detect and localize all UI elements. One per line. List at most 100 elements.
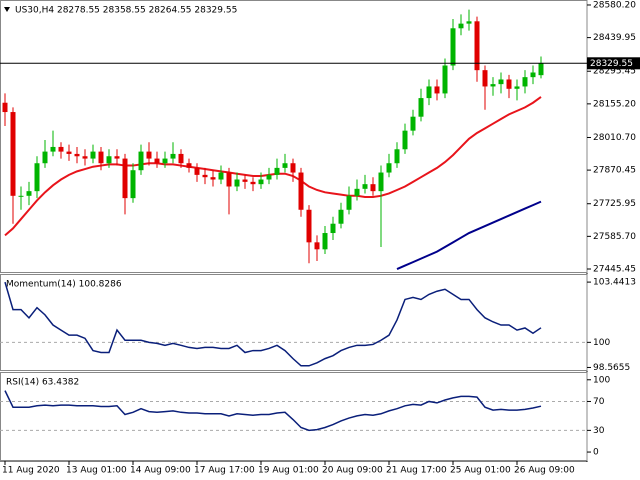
candle-body [234, 179, 240, 187]
candle-body [66, 151, 72, 154]
candle-body [394, 149, 400, 164]
candle-body [50, 146, 56, 152]
y-tick-label: 28439.95 [593, 33, 636, 43]
candle-body [442, 65, 448, 94]
panel-frame [0, 274, 588, 371]
candle-body [58, 146, 64, 152]
candle-body [98, 151, 104, 164]
candle-body [378, 172, 384, 192]
candle-body [418, 98, 424, 117]
y-tick-label: 30 [593, 426, 605, 436]
candle-body [146, 151, 152, 159]
candle-body [458, 23, 464, 29]
candle-body [226, 172, 232, 187]
indicator-title: Momentum(14) 100.8286 [6, 280, 122, 290]
candle-body [90, 151, 96, 159]
candle-body [530, 72, 536, 78]
candle-body [170, 153, 176, 159]
candle-body [194, 167, 200, 175]
y-tick-label: 28295.45 [593, 67, 636, 77]
x-tick-label: 11 Aug 2020 [2, 466, 60, 476]
y-tick-label: 98.5655 [593, 363, 630, 373]
candle-body [506, 79, 512, 89]
candle-body [34, 163, 40, 192]
candle-body [74, 153, 80, 157]
y-tick-label: 100 [593, 338, 610, 348]
moving-average [4, 96, 542, 237]
candle-body [538, 63, 544, 76]
x-tick-label: 19 Aug 01:00 [258, 466, 319, 476]
candle-body [242, 179, 248, 182]
candle-body [314, 242, 320, 250]
candle-body [210, 177, 216, 180]
candle-body [298, 172, 304, 210]
x-tick-label: 20 Aug 09:00 [322, 466, 383, 476]
candle-body [426, 86, 432, 99]
y-tick-label: 0 [593, 448, 599, 458]
y-tick-label: 70 [593, 397, 605, 407]
panel-frame [0, 372, 588, 461]
indicator-title: RSI(14) 63.4382 [6, 378, 79, 388]
candle-body [218, 172, 224, 180]
candle-body [138, 151, 144, 171]
candle-body [362, 184, 368, 189]
candle-body [154, 158, 160, 164]
candle-body [2, 102, 8, 113]
x-tick-label: 14 Aug 09:00 [130, 466, 191, 476]
x-tick-label: 17 Aug 17:00 [194, 466, 255, 476]
candle-body [122, 158, 128, 199]
candle-body [490, 84, 496, 87]
candle-body [266, 174, 272, 180]
symbol-menu-icon [4, 7, 10, 12]
candle-body [482, 70, 488, 87]
y-tick-label: 28155.20 [593, 99, 636, 109]
y-tick-label: 27445.45 [593, 264, 636, 274]
candle-body [290, 163, 296, 173]
candle-body [258, 179, 264, 185]
last-price-box [587, 57, 640, 70]
candle-body [10, 112, 16, 196]
candle-body [338, 209, 344, 224]
candle-body [402, 130, 408, 150]
y-tick-label: 28010.70 [593, 133, 636, 143]
candle-body [346, 195, 352, 210]
candle-body [202, 174, 208, 178]
indicator-line [4, 390, 542, 432]
candle-body [386, 163, 392, 173]
chart-title: US30,H4 28278.55 28358.55 28264.55 28329… [15, 6, 237, 16]
candle-body [186, 163, 192, 168]
candle-body [82, 156, 88, 159]
candle-body [274, 167, 280, 175]
candle-body [106, 156, 112, 164]
y-tick-label: 28580.20 [593, 0, 636, 10]
candle-body [322, 233, 328, 250]
candle-body [354, 188, 360, 196]
candle-body [42, 151, 48, 164]
x-tick-label: 25 Aug 01:00 [450, 466, 511, 476]
candle-body [250, 181, 256, 185]
candle-body [474, 21, 480, 71]
candle-body [410, 116, 416, 131]
candle-body [130, 170, 136, 199]
y-tick-label: 27870.45 [593, 166, 636, 176]
x-tick-label: 13 Aug 01:00 [66, 466, 127, 476]
candle-body [282, 163, 288, 168]
candle-body [522, 77, 528, 87]
x-tick-label: 21 Aug 17:00 [386, 466, 447, 476]
y-tick-label: 100 [593, 375, 610, 385]
candle-body [514, 86, 520, 89]
candle-body [18, 195, 24, 197]
y-tick-label: 27585.70 [593, 232, 636, 242]
y-tick-label: 103.4413 [593, 278, 636, 288]
panel-frame [0, 0, 588, 273]
candle-body [26, 191, 32, 196]
x-tick-label: 26 Aug 09:00 [514, 466, 575, 476]
y-tick-label: 27725.95 [593, 199, 636, 209]
indicator-line [4, 281, 542, 367]
candle-body [330, 223, 336, 234]
candle-body [306, 209, 312, 243]
candle-body [450, 28, 456, 66]
candle-body [178, 153, 184, 164]
candle-body [434, 86, 440, 94]
